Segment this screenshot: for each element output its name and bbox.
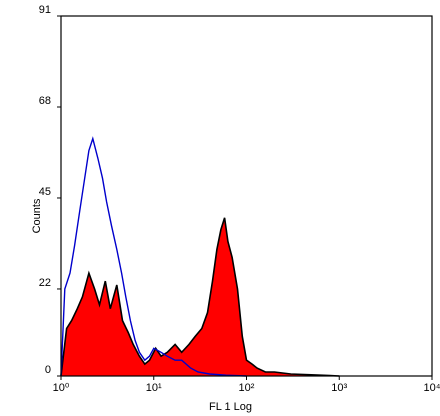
- x-tick-label: 10²: [239, 382, 255, 394]
- y-tick-label: 45: [39, 186, 51, 198]
- x-tick-label: 10⁴: [424, 382, 440, 394]
- y-axis-title: Counts: [31, 198, 43, 233]
- outline-histogram-series: [60, 136, 247, 377]
- y-tick-label: 22: [39, 277, 51, 289]
- x-axis: 10⁰ 10¹ 10² 10³ 10⁴: [53, 376, 440, 394]
- x-tick-label: 10³: [331, 382, 347, 394]
- x-tick-label: 10¹: [146, 382, 162, 394]
- series-layer: [60, 136, 340, 377]
- y-tick-label: 0: [45, 364, 51, 376]
- y-tick-label: 91: [39, 4, 51, 16]
- filled-histogram-series: [61, 217, 340, 376]
- filled-histogram-edge: [60, 217, 340, 377]
- x-tick-label: 10⁰: [53, 382, 70, 394]
- x-axis-title: FL 1 Log: [209, 401, 252, 413]
- y-tick-label: 68: [39, 95, 51, 107]
- y-axis: 0 22 45 68 91: [39, 4, 61, 377]
